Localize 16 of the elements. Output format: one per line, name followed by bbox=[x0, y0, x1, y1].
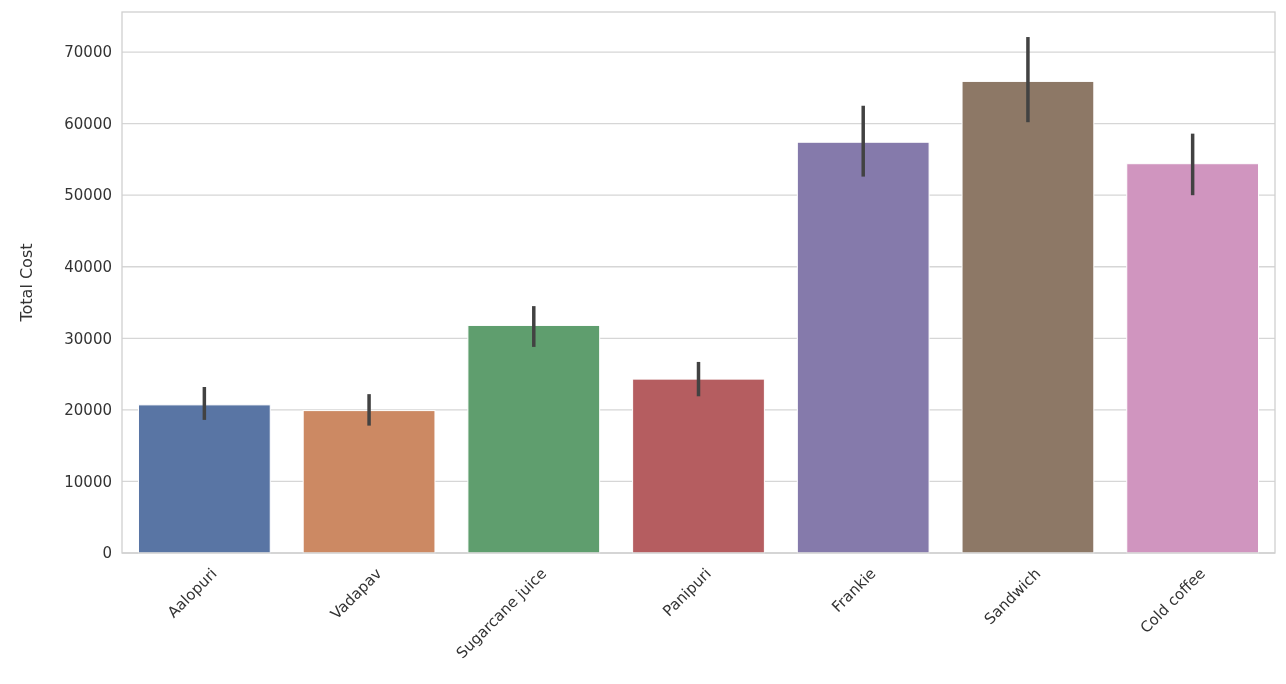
bar bbox=[632, 378, 765, 554]
y-tick-label: 30000 bbox=[64, 329, 112, 348]
y-tick-label: 40000 bbox=[64, 258, 112, 277]
y-axis-title: Total Cost bbox=[17, 243, 36, 323]
y-tick-label: 70000 bbox=[64, 43, 112, 62]
y-tick-label: 50000 bbox=[64, 186, 112, 205]
y-tick-label: 10000 bbox=[64, 472, 112, 491]
bar bbox=[467, 324, 601, 554]
bar bbox=[302, 410, 436, 554]
y-tick-label: 60000 bbox=[64, 114, 112, 133]
bar bbox=[1126, 163, 1260, 554]
bar bbox=[796, 141, 930, 554]
bar bbox=[137, 404, 271, 554]
bar bbox=[961, 80, 1095, 554]
y-tick-label: 0 bbox=[102, 544, 112, 563]
y-tick-label: 20000 bbox=[64, 401, 112, 420]
